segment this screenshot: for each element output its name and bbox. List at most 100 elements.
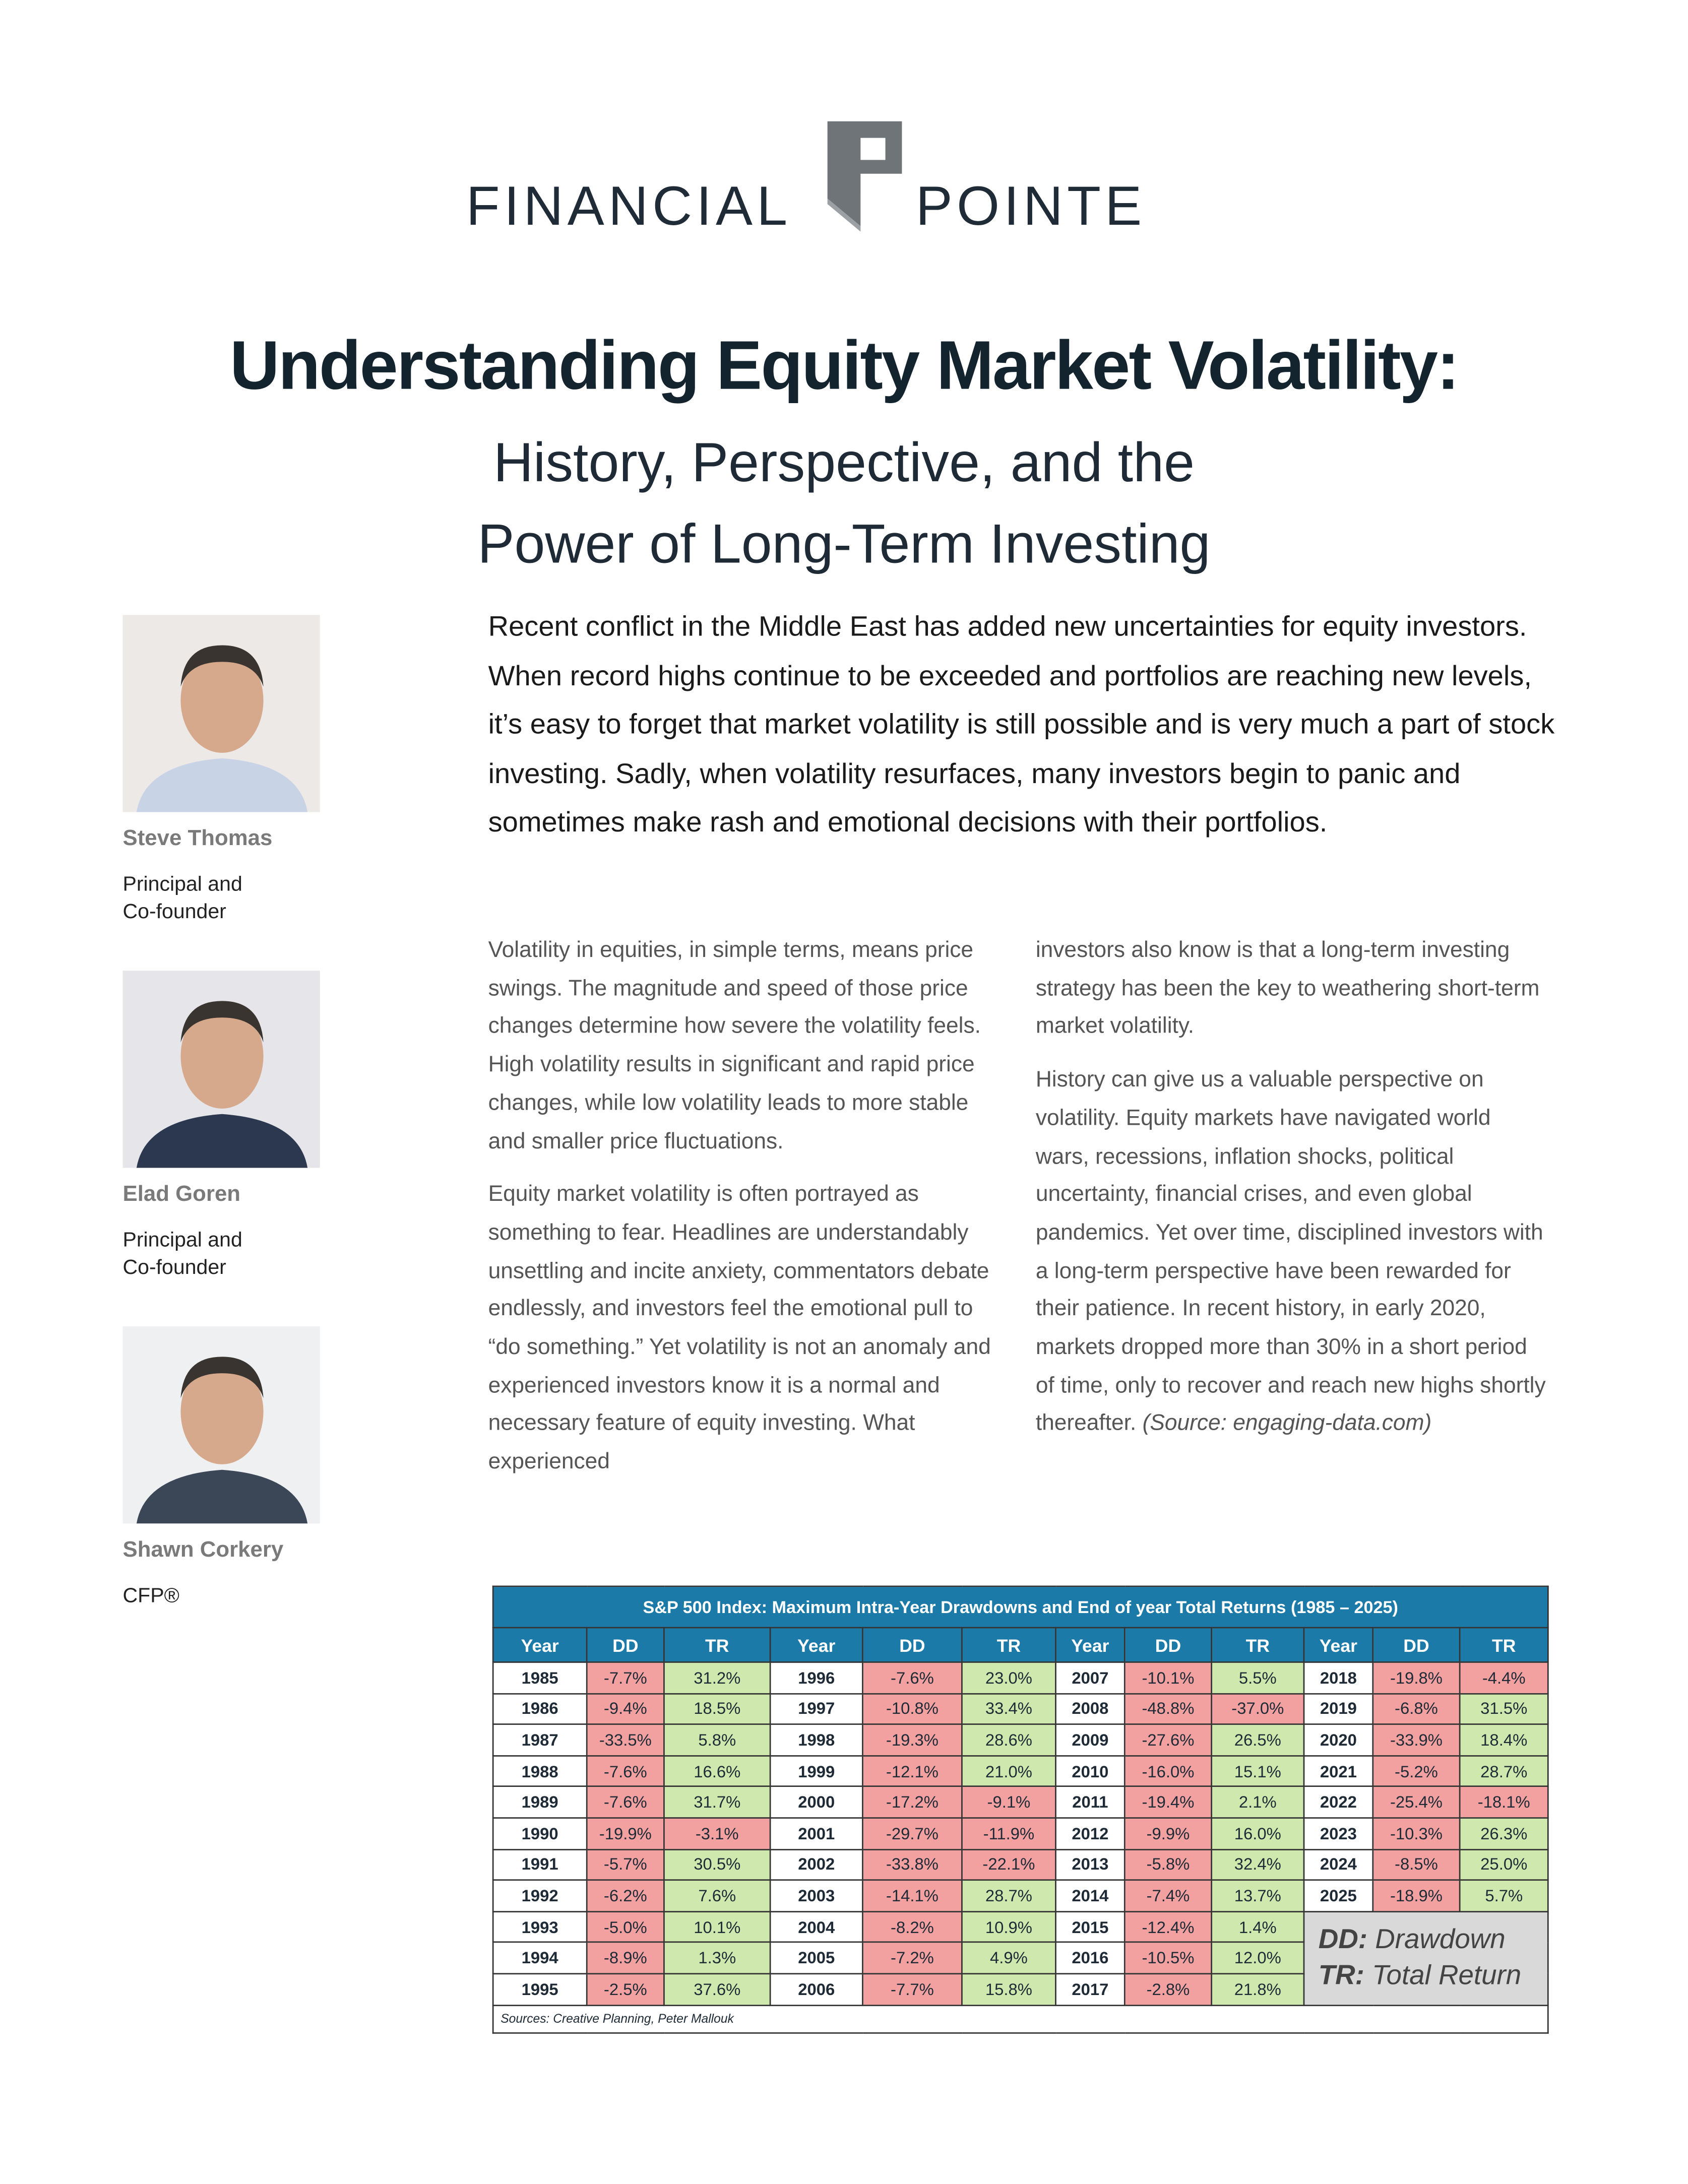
- cell: 1995: [492, 1973, 588, 2006]
- cell: 18.5%: [663, 1692, 771, 1725]
- column-header: TR: [1211, 1627, 1305, 1663]
- cell: -18.9%: [1372, 1879, 1461, 1912]
- column-header: DD: [1123, 1627, 1213, 1663]
- cell: 21.8%: [1211, 1973, 1305, 2006]
- row: 1985 -7.7% 31.2% 1996 -7.6% 23.0% 2007 -10.1% 5.…: [492, 1661, 1549, 1694]
- cell: 31.7%: [663, 1786, 771, 1819]
- person-role: Co-founder: [122, 1256, 226, 1280]
- cell: 37.6%: [663, 1973, 771, 2006]
- column-header: TR: [663, 1627, 771, 1663]
- cell: -17.2%: [862, 1786, 963, 1819]
- cell: 1997: [769, 1692, 863, 1725]
- cell: -7.6%: [586, 1786, 665, 1819]
- cell: 21.0%: [961, 1755, 1056, 1788]
- title: Understanding Equity Market Volatility:: [229, 327, 1460, 404]
- cell: -7.6%: [586, 1755, 665, 1788]
- column-header: Year: [492, 1627, 588, 1663]
- cell: -2.5%: [586, 1973, 665, 2006]
- cell: -33.5%: [586, 1723, 665, 1757]
- cell: 13.7%: [1211, 1879, 1305, 1912]
- header-row: Year DD TR Year DD TR Year DD TR Year DD TR: [492, 1627, 1549, 1663]
- cell: -9.9%: [1123, 1817, 1213, 1850]
- cell: 1990: [492, 1817, 588, 1850]
- cell: -7.6%: [862, 1661, 963, 1694]
- cell: 25.0%: [1459, 1848, 1549, 1881]
- row: 1989 -7.6% 31.7% 2000 -17.2% -9.1% 2011 -19.4% 2…: [492, 1786, 1549, 1819]
- cell: 2011: [1055, 1786, 1126, 1819]
- cell: -5.7%: [586, 1848, 665, 1881]
- photo: [122, 971, 320, 1168]
- cell: -37.0%: [1211, 1692, 1305, 1725]
- person-name: Steve Thomas: [122, 827, 273, 851]
- row: 1994 -8.9% 1.3% 2005 -7.2% 4.9% 2016 -10.5% 12.0…: [492, 1942, 1548, 1974]
- cell: 2012: [1055, 1817, 1126, 1850]
- legend-key: TR:: [1318, 1961, 1364, 1992]
- cell: 15.8%: [961, 1973, 1056, 2006]
- cell: -29.7%: [862, 1817, 963, 1850]
- cell: 28.7%: [1459, 1755, 1549, 1788]
- cell: 2019: [1303, 1692, 1374, 1725]
- cell: -7.2%: [862, 1942, 963, 1974]
- cell: 1986: [492, 1692, 588, 1725]
- paragraph: Volatility in equities, in simple terms,…: [488, 937, 981, 1153]
- cell: 5.8%: [663, 1723, 771, 1757]
- cell: 2022: [1303, 1786, 1374, 1819]
- cell: -10.3%: [1372, 1817, 1461, 1850]
- cell: -6.2%: [586, 1879, 665, 1912]
- cell: 7.6%: [663, 1879, 771, 1912]
- cell: 1992: [492, 1879, 588, 1912]
- cell: 2015: [1055, 1910, 1126, 1944]
- cell: 1993: [492, 1910, 588, 1944]
- cell: 2008: [1055, 1692, 1126, 1725]
- cell: 26.5%: [1211, 1723, 1305, 1757]
- photo: [122, 615, 320, 812]
- cell: -8.9%: [586, 1942, 665, 1974]
- cell: 30.5%: [663, 1848, 771, 1881]
- row: 1987 -33.5% 5.8% 1998 -19.3% 28.6% 2009 -27.6% 2…: [492, 1723, 1549, 1757]
- cell: 2009: [1055, 1723, 1126, 1757]
- table-title: S&P 500 Index: Maximum Intra-Year Drawdo…: [492, 1585, 1549, 1629]
- cell: -12.1%: [862, 1755, 963, 1788]
- cell: 1996: [769, 1661, 863, 1694]
- cell: 2013: [1055, 1848, 1126, 1881]
- portrait: [136, 1001, 308, 1168]
- cell: -7.7%: [586, 1661, 665, 1694]
- person-name: Shawn Corkery: [122, 1538, 284, 1563]
- row: 1991 -5.7% 30.5% 2002 -33.8% -22.1% 2013 -5.8% 3…: [492, 1848, 1549, 1881]
- logo-mark: [827, 121, 902, 232]
- cell: -18.1%: [1459, 1786, 1549, 1819]
- legend-label: Total Return: [1372, 1961, 1522, 1992]
- cell: 1987: [492, 1723, 588, 1757]
- cell: 2024: [1303, 1848, 1374, 1881]
- legend-key: DD:: [1318, 1924, 1367, 1956]
- cell: 2025: [1303, 1879, 1374, 1912]
- cell: -19.4%: [1123, 1786, 1213, 1819]
- cell: -5.0%: [586, 1910, 665, 1944]
- cell: 31.2%: [663, 1661, 771, 1694]
- cell: 1.4%: [1211, 1910, 1305, 1944]
- row: 1988 -7.6% 16.6% 1999 -12.1% 21.0% 2010 -16.0% 1…: [492, 1755, 1549, 1788]
- table-source: Sources: Creative Planning, Peter Mallou…: [492, 2004, 1549, 2033]
- cell: -8.5%: [1372, 1848, 1461, 1881]
- cell: 28.6%: [961, 1723, 1056, 1757]
- paragraph: investors also know is that a long-term …: [1035, 937, 1540, 1039]
- column: Volatility in equities, in simple terms,…: [488, 932, 1002, 1497]
- cell: -9.1%: [961, 1786, 1056, 1819]
- cell: 2017: [1055, 1973, 1126, 2006]
- legend: DD: Drawdown TR: Total Return: [1303, 1910, 1549, 2006]
- cell: -19.9%: [586, 1817, 665, 1850]
- cell: -5.2%: [1372, 1755, 1461, 1788]
- cell: 2001: [769, 1817, 863, 1850]
- source-note: (Source: engaging-data.com): [1142, 1411, 1432, 1436]
- cell: -14.1%: [862, 1879, 963, 1912]
- cell: 2018: [1303, 1661, 1374, 1694]
- cell: 23.0%: [961, 1661, 1056, 1694]
- photo: [122, 1326, 320, 1524]
- person-role: Co-founder: [122, 900, 226, 924]
- row: 1986 -9.4% 18.5% 1997 -10.8% 33.4% 2008 -48.8% -…: [492, 1692, 1549, 1725]
- cell: 2007: [1055, 1661, 1126, 1694]
- cell: 1.3%: [663, 1942, 771, 1974]
- portrait: [136, 645, 308, 812]
- cell: 1989: [492, 1786, 588, 1819]
